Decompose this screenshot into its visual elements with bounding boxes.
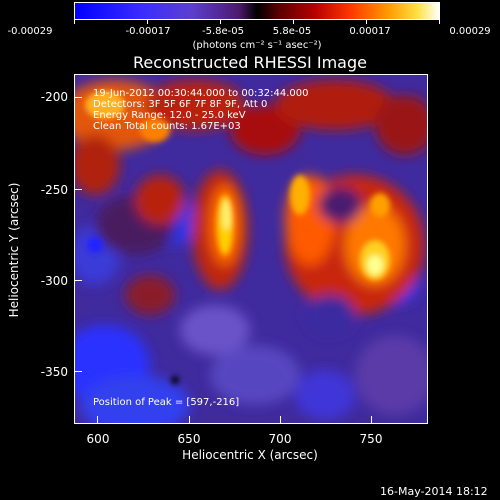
x-tick-label: 750: [359, 432, 383, 446]
x-tick-label: 700: [268, 432, 292, 446]
colorbar-tick-label: -5.8e-05: [202, 26, 244, 37]
colorbar-tick-label: 0.00029: [449, 26, 491, 37]
image-plot: [74, 74, 428, 424]
x-tick-label: 600: [86, 432, 110, 446]
y-tick-mark: [74, 371, 82, 372]
colorbar-tick-label: -0.00029: [7, 26, 53, 37]
time-range-text: 19-Jun-2012 00:30:44.000 to 00:32:44.000: [93, 88, 309, 99]
method-counts-text: Clean Total counts: 1.67E+03: [93, 121, 241, 132]
colorbar-tick: [439, 20, 440, 24]
detectors-text: Detectors: 3F 5F 6F 7F 8F 9F, Att 0: [93, 99, 268, 110]
y-tick-mark: [74, 189, 82, 190]
colorbar-tick-label: -0.00017: [125, 26, 171, 37]
x-tick-mark: [280, 416, 281, 424]
energy-range-text: Energy Range: 12.0 - 25.0 keV: [93, 110, 246, 121]
colorbar-tick-label: 5.8e-05: [272, 26, 312, 37]
peak-position-text: Position of Peak = [597,-216]: [93, 397, 240, 408]
x-tick-mark: [97, 416, 98, 424]
x-tick-mark: [371, 416, 372, 424]
y-axis-label: Heliocentric Y (arcsec): [7, 182, 21, 318]
colorbar-tick: [293, 20, 294, 24]
y-tick-mark: [74, 97, 82, 98]
x-tick-mark: [189, 416, 190, 424]
colorbar-units: (photons cm⁻² s⁻¹ asec⁻²): [192, 40, 322, 51]
colorbar-tick: [74, 20, 75, 24]
colorbar-tick: [147, 20, 148, 24]
y-tick-label: -300: [40, 274, 68, 288]
y-tick-label: -350: [40, 365, 68, 379]
y-tick-label: -250: [40, 183, 68, 197]
colorbar: [74, 2, 440, 20]
colorbar-tick: [220, 20, 221, 24]
colorbar-tick-label: 0.00017: [349, 26, 391, 37]
image-title: Reconstructed RHESSI Image: [133, 53, 367, 72]
heatmap-image: [75, 75, 427, 423]
footer-date: 16-May-2014 18:12: [380, 485, 488, 498]
y-tick-mark: [74, 280, 82, 281]
x-tick-label: 650: [177, 432, 201, 446]
colorbar-tick: [366, 20, 367, 24]
y-tick-label: -200: [40, 90, 68, 104]
x-axis-label: Heliocentric X (arcsec): [182, 448, 318, 462]
